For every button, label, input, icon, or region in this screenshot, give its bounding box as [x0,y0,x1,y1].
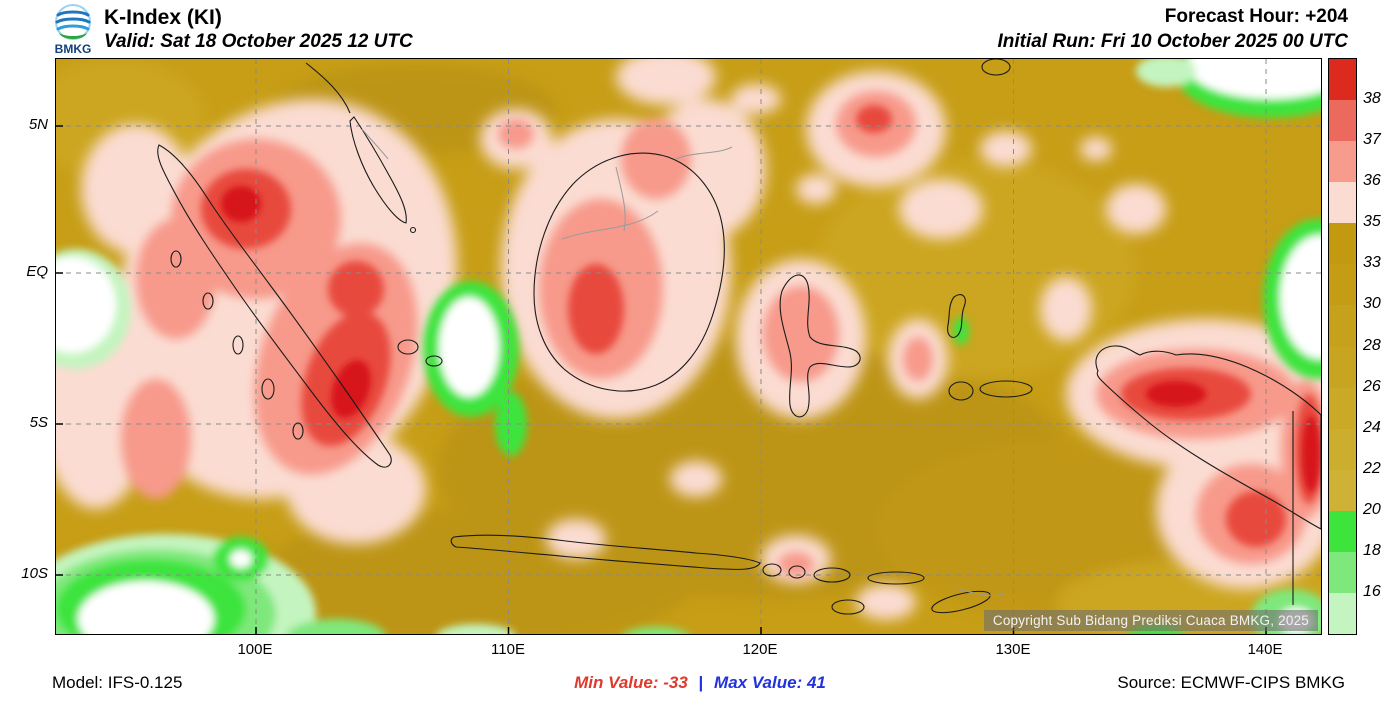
legend-tick: 20 [1363,501,1381,518]
lat-label-5n: 5N [28,116,48,133]
legend-colorbar [1328,58,1357,635]
legend-tick: 33 [1363,254,1381,271]
model-label: Model: IFS-0.125 [52,673,183,692]
legend-cell [1329,593,1356,635]
legend-cell [1329,305,1356,347]
legend-tick: 16 [1363,583,1381,600]
legend-cell [1329,387,1356,429]
lat-label-10s: 10S [21,565,48,582]
lat-label-5s: 5S [29,414,48,431]
legend-tick: 22 [1363,460,1381,477]
legend-cell [1329,264,1356,306]
legend-cell [1329,223,1356,265]
lon-label-140e: 140E [1247,641,1283,658]
legend-tick: 28 [1363,337,1381,354]
legend-tick: 35 [1363,213,1381,230]
map-canvas [56,59,1321,634]
legend-tick: 38 [1363,90,1381,107]
legend-cell [1329,510,1356,552]
lon-label-100e: 100E [237,641,273,658]
legend-cell [1329,141,1356,183]
legend-tick: 36 [1363,172,1381,189]
legend-cell [1329,469,1356,511]
max-value: Max Value: 41 [714,673,826,692]
coastlines [157,59,1321,615]
legend-cell [1329,551,1356,594]
weather-map: Copyright Sub Bidang Prediksi Cuaca BMKG… [55,58,1322,635]
copyright-overlay: Copyright Sub Bidang Prediksi Cuaca BMKG… [983,610,1318,631]
bmkg-logo-text: BMKG [55,42,92,56]
legend-cell [1329,59,1356,101]
lat-label-eq: EQ [26,263,48,280]
legend-cell [1329,100,1356,142]
lon-label-110e: 110E [491,641,525,658]
graticule [56,59,1321,634]
minmax-separator: | [698,673,704,692]
legend-tick: 30 [1363,295,1381,312]
forecast-hour: Forecast Hour: +204 [1164,6,1348,27]
legend-tick: 26 [1363,378,1381,395]
legend-cell [1329,428,1356,470]
lon-label-120e: 120E [742,641,778,658]
legend-cell [1329,182,1356,224]
admin-borders [361,128,1007,596]
valid-datetime: Valid: Sat 18 October 2025 12 UTC [104,31,413,52]
source-label: Source: ECMWF-CIPS BMKG [1117,673,1345,692]
legend-ticks: 38 37 36 35 33 30 28 26 24 22 20 18 16 [1363,58,1400,633]
bmkg-logo: BMKG [46,3,100,57]
lon-label-130e: 130E [995,641,1031,658]
page-title: K-Index (KI) [104,6,222,29]
legend-tick: 37 [1363,131,1381,148]
bmkg-logo-icon: BMKG [55,4,92,56]
legend-tick: 18 [1363,542,1381,559]
legend-cell [1329,346,1356,388]
minmax-values: Min Value: -33 | Max Value: 41 [0,673,1400,693]
min-value: Min Value: -33 [574,673,688,692]
initial-run: Initial Run: Fri 10 October 2025 00 UTC [997,31,1348,52]
legend-tick: 24 [1363,419,1381,436]
